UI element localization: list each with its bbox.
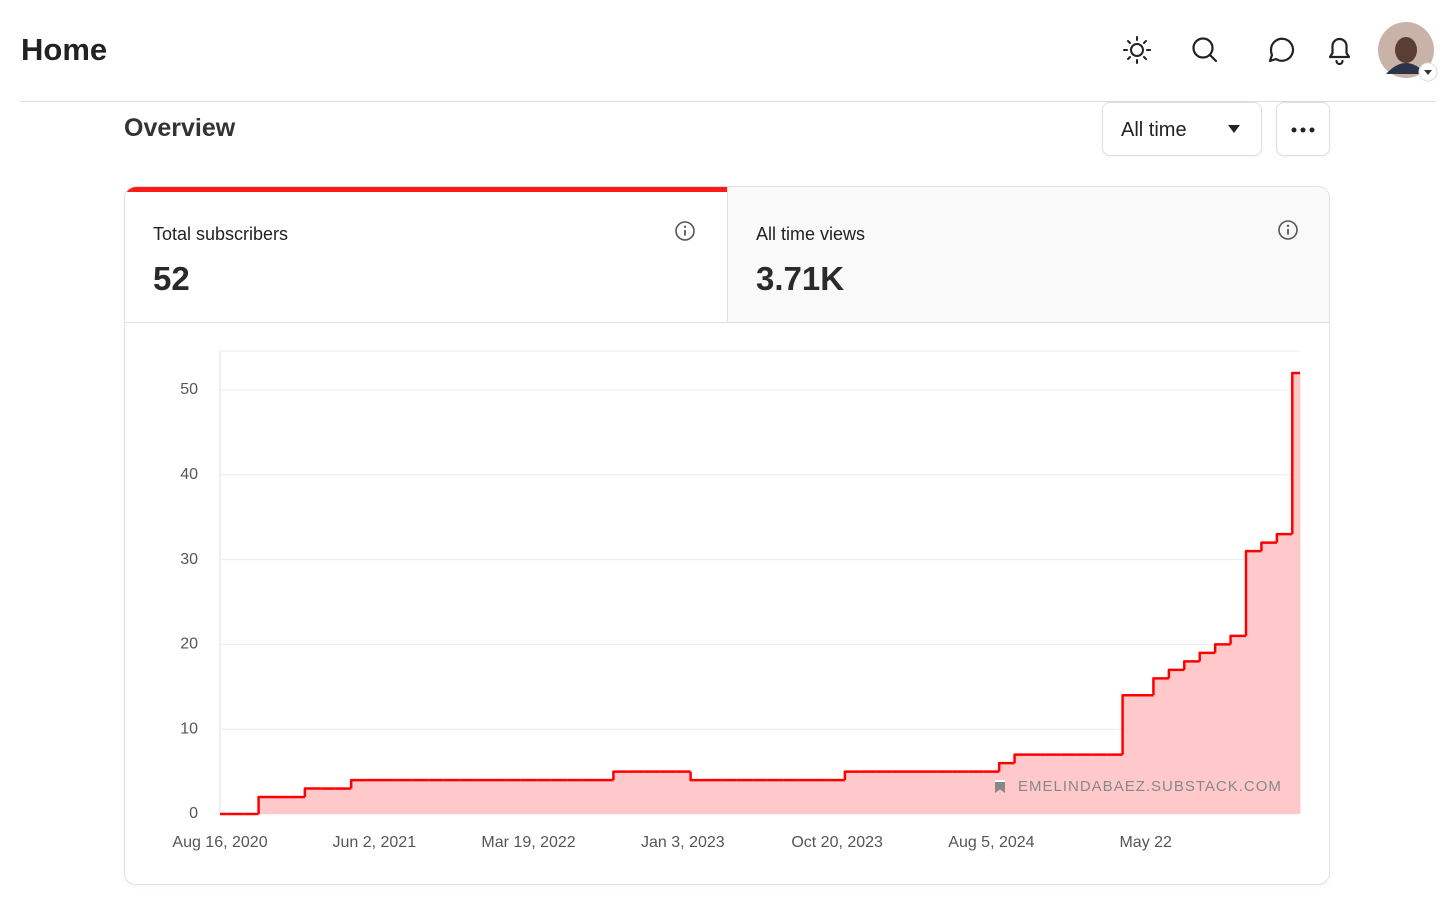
stat-label: All time views xyxy=(756,224,866,244)
section-title: Overview xyxy=(124,114,236,142)
stat-label: Total subscribers xyxy=(153,224,289,244)
stat-value: 3.71K xyxy=(756,260,845,297)
page-title: Home xyxy=(21,32,108,67)
more-button[interactable] xyxy=(1276,102,1330,156)
dropdown-caret xyxy=(1228,125,1240,133)
period-label: All time xyxy=(1121,119,1187,141)
period-dropdown[interactable]: All time xyxy=(1102,102,1262,156)
subscribers-tab[interactable]: Total subscribers 52 xyxy=(125,187,727,323)
stat-value: 52 xyxy=(153,260,190,297)
info-icon[interactable] xyxy=(674,220,696,242)
header-divider xyxy=(20,101,1436,102)
stats-card: Total subscribers 52 All time views 3.71… xyxy=(124,186,1330,885)
notifications-button[interactable] xyxy=(1328,37,1351,66)
messages-button[interactable] xyxy=(1268,37,1295,63)
avatar[interactable] xyxy=(1378,22,1438,82)
theme-toggle[interactable] xyxy=(1123,36,1151,64)
toolbar-icons xyxy=(1123,22,1438,82)
views-tab[interactable]: All time views 3.71K xyxy=(727,187,1329,323)
search-button[interactable] xyxy=(1192,37,1218,63)
info-icon[interactable] xyxy=(1277,219,1299,241)
more-dots xyxy=(1291,127,1315,133)
